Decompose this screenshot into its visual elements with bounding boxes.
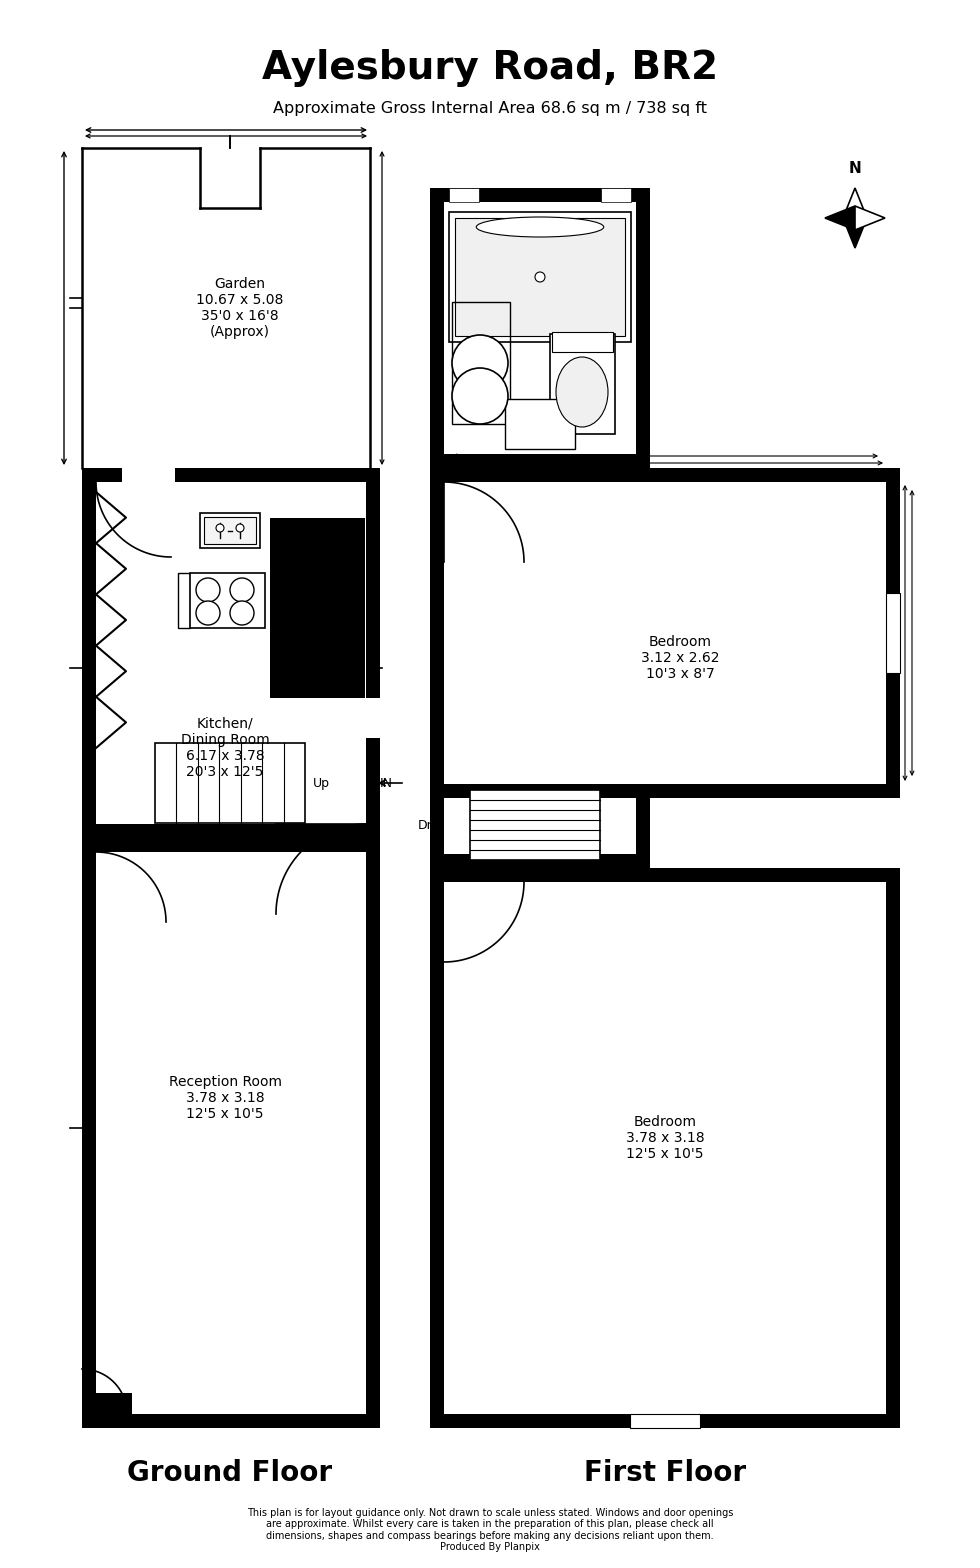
Text: N: N bbox=[849, 162, 861, 176]
Bar bbox=[552, 332, 613, 351]
Text: Up: Up bbox=[313, 776, 330, 790]
Circle shape bbox=[230, 579, 254, 602]
Circle shape bbox=[452, 336, 508, 390]
Text: Bedroom
3.78 x 3.18
12'5 x 10'5: Bedroom 3.78 x 3.18 12'5 x 10'5 bbox=[625, 1115, 705, 1162]
Circle shape bbox=[236, 524, 244, 532]
Bar bbox=[430, 455, 650, 467]
Text: Reception Room
3.78 x 3.18
12'5 x 10'5: Reception Room 3.78 x 3.18 12'5 x 10'5 bbox=[169, 1074, 281, 1121]
Bar bbox=[449, 212, 631, 342]
Bar bbox=[430, 467, 900, 481]
Bar bbox=[82, 825, 380, 837]
Bar bbox=[155, 743, 305, 823]
Circle shape bbox=[230, 601, 254, 626]
Bar bbox=[505, 398, 575, 448]
Bar bbox=[82, 1414, 380, 1428]
Text: Kitchen/
Dining Room
6.17 x 3.78
20'3 x 12'5: Kitchen/ Dining Room 6.17 x 3.78 20'3 x … bbox=[180, 717, 270, 779]
Text: Aylesbury Road, BR2: Aylesbury Road, BR2 bbox=[262, 49, 718, 86]
Bar bbox=[82, 837, 380, 851]
Bar bbox=[550, 334, 615, 434]
Bar bbox=[82, 467, 122, 481]
Bar bbox=[470, 790, 600, 859]
Bar bbox=[430, 467, 444, 798]
Text: This plan is for layout guidance only. Not drawn to scale unless stated. Windows: This plan is for layout guidance only. N… bbox=[247, 1507, 733, 1552]
Bar bbox=[886, 869, 900, 1428]
Bar bbox=[190, 572, 265, 629]
Bar bbox=[886, 593, 900, 673]
Bar bbox=[82, 467, 96, 837]
Bar bbox=[366, 467, 380, 698]
Ellipse shape bbox=[476, 216, 604, 237]
Bar bbox=[430, 869, 444, 1428]
Circle shape bbox=[535, 271, 545, 282]
Circle shape bbox=[196, 601, 220, 626]
Circle shape bbox=[196, 579, 220, 602]
Text: Ground Floor: Ground Floor bbox=[127, 1458, 332, 1486]
Bar bbox=[82, 1392, 132, 1428]
Bar bbox=[204, 517, 256, 544]
Text: Approximate Gross Internal Area 68.6 sq m / 738 sq ft: Approximate Gross Internal Area 68.6 sq … bbox=[273, 100, 707, 116]
Bar bbox=[178, 572, 190, 629]
Text: Garden
10.67 x 5.08
35'0 x 16'8
(Approx): Garden 10.67 x 5.08 35'0 x 16'8 (Approx) bbox=[196, 276, 283, 339]
Text: Dn: Dn bbox=[417, 818, 435, 831]
Bar bbox=[430, 188, 650, 202]
Bar bbox=[175, 467, 380, 481]
Bar bbox=[366, 837, 380, 1428]
Bar bbox=[886, 467, 900, 798]
Bar bbox=[455, 218, 625, 336]
Bar bbox=[452, 303, 510, 423]
Circle shape bbox=[216, 524, 224, 532]
Bar bbox=[601, 188, 631, 202]
Text: First Floor: First Floor bbox=[584, 1458, 746, 1486]
Bar bbox=[200, 513, 260, 547]
Bar bbox=[430, 855, 650, 869]
Ellipse shape bbox=[556, 358, 608, 426]
Bar bbox=[430, 188, 444, 467]
Bar bbox=[430, 784, 900, 798]
Bar bbox=[430, 869, 900, 883]
Bar bbox=[636, 188, 650, 467]
Polygon shape bbox=[855, 205, 885, 230]
Bar bbox=[366, 739, 380, 837]
Bar bbox=[430, 798, 444, 869]
Polygon shape bbox=[843, 218, 867, 248]
Bar bbox=[82, 837, 96, 1428]
Polygon shape bbox=[825, 205, 855, 230]
Bar bbox=[449, 188, 479, 202]
Bar bbox=[270, 517, 365, 698]
Bar bbox=[630, 1414, 700, 1428]
Polygon shape bbox=[843, 188, 867, 218]
Bar bbox=[636, 798, 650, 869]
Text: IN: IN bbox=[380, 776, 393, 790]
Circle shape bbox=[452, 368, 508, 423]
Text: Bedroom
3.12 x 2.62
10'3 x 8'7: Bedroom 3.12 x 2.62 10'3 x 8'7 bbox=[641, 635, 719, 681]
Bar bbox=[430, 1414, 900, 1428]
